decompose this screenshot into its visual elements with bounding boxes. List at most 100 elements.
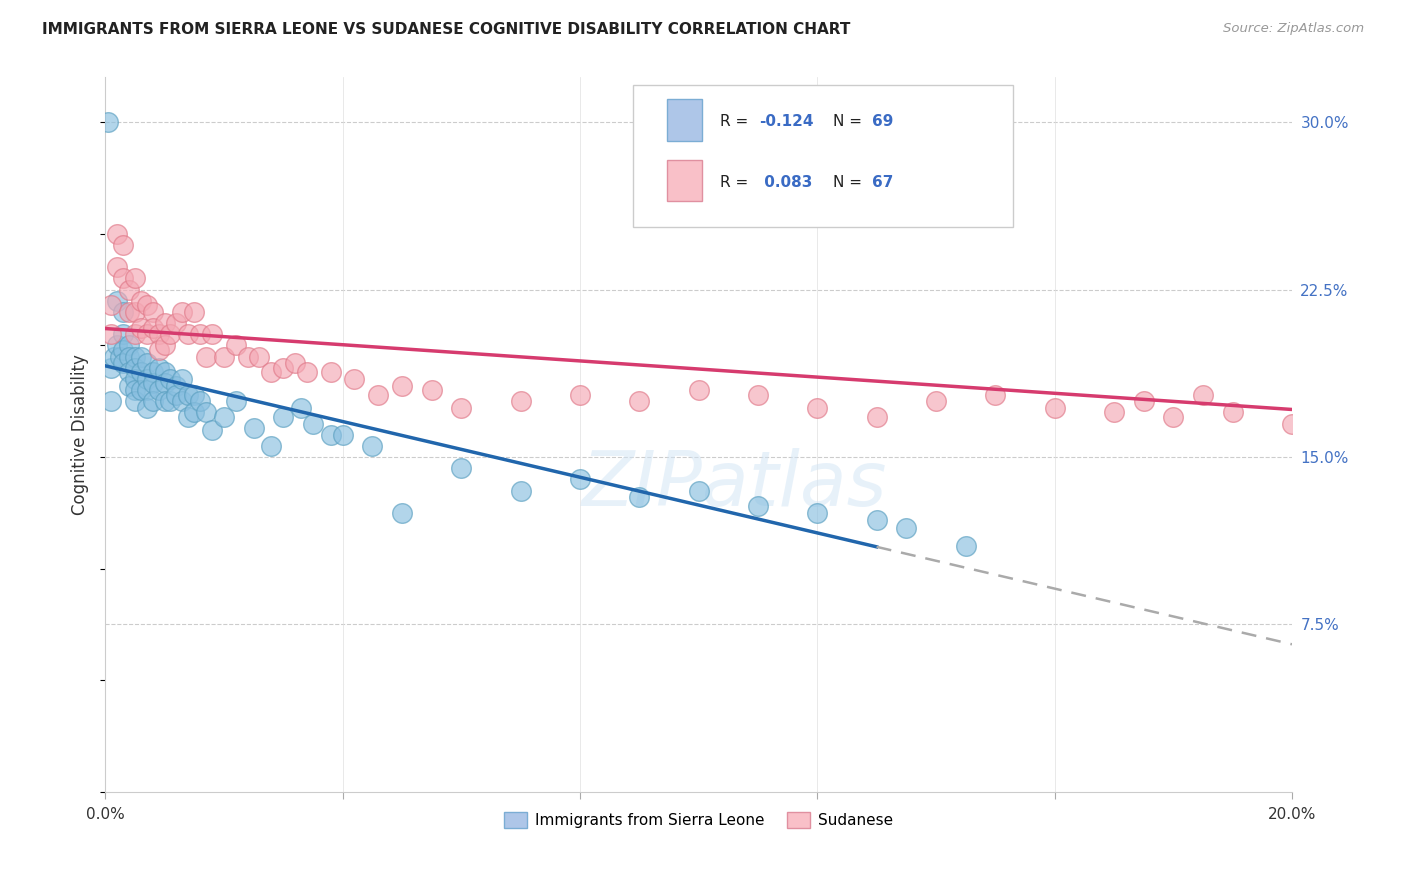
- Point: [865, 512, 887, 526]
- Point: [343, 372, 366, 386]
- Point: [100, 298, 122, 312]
- Point: [177, 387, 200, 401]
- Text: N =: N =: [832, 114, 866, 129]
- Point: [195, 350, 218, 364]
- Point: [628, 394, 651, 409]
- Point: [172, 305, 194, 319]
- Point: [124, 327, 146, 342]
- Text: 0.083: 0.083: [759, 175, 813, 190]
- Point: [172, 394, 194, 409]
- Point: [925, 394, 948, 409]
- FancyBboxPatch shape: [666, 160, 702, 201]
- Point: [97, 115, 120, 129]
- Point: [124, 271, 146, 285]
- Point: [153, 394, 176, 409]
- Point: [242, 421, 264, 435]
- Point: [225, 394, 247, 409]
- Point: [135, 298, 157, 312]
- Point: [100, 394, 122, 409]
- Point: [142, 365, 165, 379]
- Point: [249, 350, 271, 364]
- Point: [688, 483, 710, 498]
- Point: [148, 383, 170, 397]
- Point: [236, 350, 259, 364]
- Point: [1222, 405, 1244, 419]
- Point: [135, 356, 157, 370]
- Point: [129, 383, 152, 397]
- Point: [100, 360, 122, 375]
- Point: [111, 327, 134, 342]
- Text: ZIPatlas: ZIPatlas: [582, 448, 887, 522]
- Point: [124, 383, 146, 397]
- Point: [100, 327, 122, 342]
- Point: [183, 305, 205, 319]
- Point: [142, 394, 165, 409]
- Point: [148, 343, 170, 357]
- Point: [450, 461, 472, 475]
- Point: [148, 360, 170, 375]
- Point: [105, 293, 128, 308]
- Point: [111, 343, 134, 357]
- Point: [118, 338, 141, 352]
- Point: [159, 372, 181, 386]
- Point: [391, 506, 413, 520]
- Point: [165, 387, 187, 401]
- Point: [290, 401, 312, 415]
- Text: 67: 67: [872, 175, 893, 190]
- Point: [142, 320, 165, 334]
- Point: [111, 238, 134, 252]
- Point: [1340, 417, 1362, 431]
- Point: [153, 376, 176, 391]
- Point: [118, 365, 141, 379]
- Point: [271, 409, 294, 424]
- FancyBboxPatch shape: [666, 99, 702, 141]
- Point: [129, 320, 152, 334]
- Point: [1102, 405, 1125, 419]
- Point: [183, 387, 205, 401]
- Point: [188, 327, 211, 342]
- Point: [319, 427, 342, 442]
- Point: [148, 327, 170, 342]
- Point: [225, 338, 247, 352]
- Point: [1132, 394, 1154, 409]
- Point: [212, 409, 235, 424]
- Point: [260, 365, 283, 379]
- Point: [142, 376, 165, 391]
- Point: [391, 378, 413, 392]
- Point: [118, 378, 141, 392]
- Point: [295, 365, 318, 379]
- Point: [747, 387, 769, 401]
- Point: [260, 439, 283, 453]
- Point: [129, 293, 152, 308]
- Point: [159, 394, 181, 409]
- Point: [747, 499, 769, 513]
- Text: Source: ZipAtlas.com: Source: ZipAtlas.com: [1223, 22, 1364, 36]
- Point: [628, 490, 651, 504]
- Text: IMMIGRANTS FROM SIERRA LEONE VS SUDANESE COGNITIVE DISABILITY CORRELATION CHART: IMMIGRANTS FROM SIERRA LEONE VS SUDANESE…: [42, 22, 851, 37]
- Point: [955, 539, 977, 553]
- Point: [568, 472, 591, 486]
- Point: [509, 394, 531, 409]
- Point: [129, 350, 152, 364]
- Point: [135, 327, 157, 342]
- Point: [271, 360, 294, 375]
- Point: [105, 227, 128, 241]
- Point: [172, 372, 194, 386]
- Point: [865, 409, 887, 424]
- Point: [103, 350, 125, 364]
- Point: [896, 521, 918, 535]
- Point: [568, 387, 591, 401]
- Point: [159, 327, 181, 342]
- Point: [118, 305, 141, 319]
- Point: [1163, 409, 1185, 424]
- Legend: Immigrants from Sierra Leone, Sudanese: Immigrants from Sierra Leone, Sudanese: [498, 806, 898, 834]
- Point: [361, 439, 384, 453]
- Point: [142, 305, 165, 319]
- Point: [111, 271, 134, 285]
- Point: [367, 387, 389, 401]
- Point: [108, 350, 131, 364]
- Point: [124, 360, 146, 375]
- FancyBboxPatch shape: [633, 85, 1014, 227]
- Point: [420, 383, 443, 397]
- Point: [111, 305, 134, 319]
